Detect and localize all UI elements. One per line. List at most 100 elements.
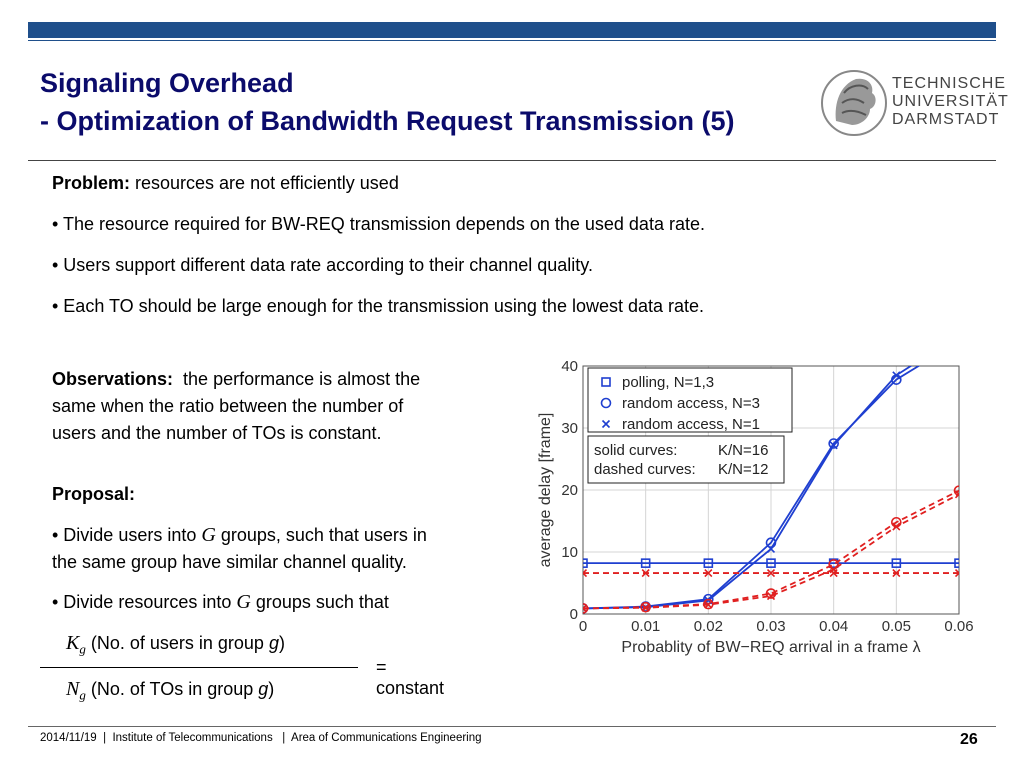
problem-line: Problem: resources are not efficiently u… [52,172,399,194]
data-point [891,558,902,568]
x-tick-label: 0.06 [944,618,973,635]
data-point [892,371,901,380]
proposal-bullet-2: • Divide resources into G groups such th… [52,591,389,613]
top-banner [28,22,996,38]
plot-frame [582,365,960,615]
data-point [954,558,959,568]
legend-note-box [587,435,785,484]
legend-marker [601,377,611,387]
denominator-g: g [258,679,269,699]
bullet-3: • Each TO should be large enough for the… [52,296,705,316]
proposal-b1-pre: • Divide users into [52,525,202,545]
university-logo: TECHNISCHE UNIVERSITÄT DARMSTADT [802,57,1008,149]
logo-line: DARMSTADT [892,111,1000,128]
proposal-b1-post: groups, such that users in [215,525,427,545]
data-point [953,485,959,496]
formula-constant: = constant [376,657,445,698]
problem-text: resources are not efficiently used [130,173,399,193]
data-point [954,569,959,578]
legend-marker [600,397,612,409]
legend-note-right: K/N=16 [718,442,768,459]
y-tick-label: 10 [561,544,578,561]
data-point [583,558,588,568]
proposal-bullet-1: • Divide users into G groups, such that … [52,522,427,576]
x-axis-label: Probablity of BW−REQ arrival in a frame … [621,639,920,656]
proposal-b1-line2: the same group have similar channel qual… [52,552,407,572]
legend-label: polling, N=1,3 [622,374,714,391]
denominator-text: (No. of TOs in group [85,679,259,699]
observations-text-1: the performance is almost the [173,369,421,389]
x-tick-label: 0 [579,618,587,635]
logo-line: TECHNISCHE [892,75,1007,92]
legend-label: random access, N=3 [622,395,760,412]
logo-text: TECHNISCHE UNIVERSITÄT DARMSTADT [892,75,1009,129]
chart-legend: polling, N=1,3 random access, N=3 random a… [587,367,793,484]
slide-title: Signaling Overhead - Optimization of Ban… [40,64,735,140]
problem-label: Problem: [52,173,131,193]
data-point [641,603,650,612]
title-line-2: - Optimization of Bandwidth Request Tran… [40,106,735,136]
header-rule [28,160,996,161]
bullet-1: • The resource required for BW-REQ trans… [52,214,705,234]
footer-rule [28,726,996,727]
n-var: N [66,678,80,700]
page-number: 26 [960,731,978,748]
observations-label: Observations: [52,369,174,389]
data-point [703,558,714,568]
x-tick-label: 0.03 [756,618,785,635]
proposal-label: Proposal: [52,484,136,504]
athena-seal-icon [821,70,887,136]
proposal-b2-post: groups such that [250,592,389,612]
top-rule [28,40,996,41]
data-point [766,569,776,578]
data-point [892,522,901,531]
legend-label: random access, N=1 [622,416,760,433]
series-group [583,366,959,614]
data-point [892,569,901,578]
proposal-b2-pre: • Divide resources into [52,592,237,612]
data-point [583,569,588,578]
delay-chart: 0 0.01 0.02 0.03 0.04 0.05 0.06 0 10 20 30 40 Probab… [537,358,974,656]
data-point [829,565,838,574]
legend-marker [601,419,611,429]
x-tick-label: 0.05 [882,618,911,635]
k-var: K [66,632,80,654]
data-point [704,600,713,609]
x-tick-label: 0.04 [819,618,848,635]
observations-text-3: users and the number of TOs is constant. [52,423,382,443]
data-point [641,569,650,578]
n-sub: g [79,687,86,703]
data-point [766,591,776,601]
numerator-g: g [268,633,279,653]
proposal-b1-var: G [201,524,216,546]
numerator-text: (No. of users in group [85,633,269,653]
fraction-bar [40,667,358,668]
k-sub: g [79,641,86,657]
legend-box [587,367,793,433]
data-point [640,558,651,568]
data-point [828,438,839,449]
data-point [583,604,588,613]
data-point [954,490,959,499]
formula-denominator: Ng (No. of TOs in group g) [66,678,274,704]
proposal-b2-var: G [236,591,251,613]
y-tick-label: 40 [561,358,578,375]
denominator-close: ) [268,679,275,699]
y-tick-label: 20 [561,482,578,499]
logo-line: UNIVERSITÄT [892,93,1009,110]
numerator-close: ) [278,633,285,653]
formula-numerator: Kg (No. of users in group g) [66,632,285,658]
x-tick-label: 0.02 [694,618,723,635]
data-point [704,569,713,578]
data-point [766,558,776,568]
y-tick-label: 0 [570,606,578,623]
x-tick-label: 0.01 [631,618,660,635]
data-point [829,441,838,450]
data-point [640,601,651,613]
footer-text: 2014/11/19 | Institute of Telecommunicat… [40,732,482,744]
bullet-2: • Users support different data rate acco… [52,255,593,275]
y-tick-label: 30 [561,420,578,437]
legend-note-left: solid curves: [594,442,677,459]
observations-text-2: same when the ratio between the number o… [52,396,404,416]
title-line-1: Signaling Overhead [40,68,294,98]
